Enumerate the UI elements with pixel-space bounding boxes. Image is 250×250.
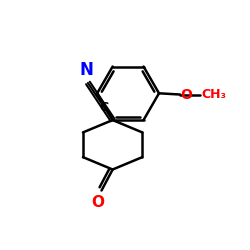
Text: N: N: [80, 61, 94, 79]
Text: O: O: [91, 195, 104, 210]
Text: C: C: [100, 101, 108, 114]
Text: CH₃: CH₃: [202, 88, 226, 101]
Text: O: O: [180, 88, 192, 102]
